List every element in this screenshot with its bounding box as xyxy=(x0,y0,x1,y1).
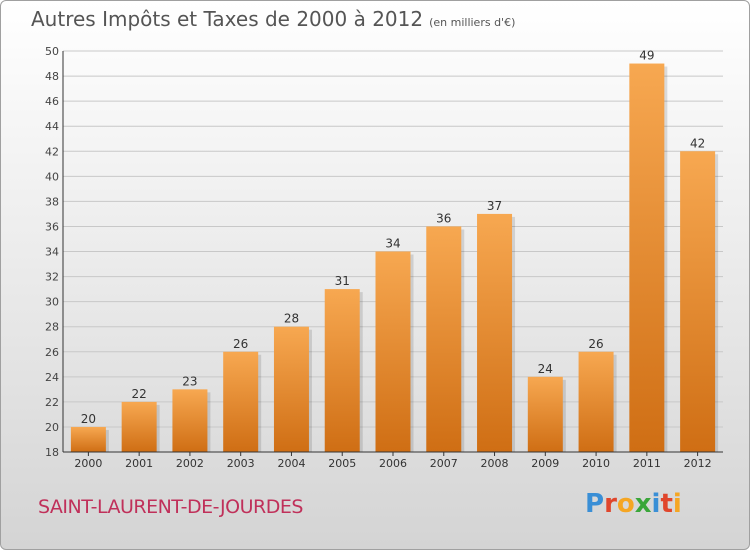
axes: 18 20 22 24 26 28 30 32 34 36 38 40 42 44 46 48 50 2000 20… xyxy=(45,45,723,470)
unit-note: (en milliers d'€) xyxy=(429,16,516,29)
bar xyxy=(527,376,563,452)
bar-value-label: 37 xyxy=(487,199,502,213)
bar xyxy=(273,326,309,452)
logo-letter: i xyxy=(672,489,682,519)
x-tick-label: 2002 xyxy=(176,457,204,470)
bar-value-label: 36 xyxy=(436,211,451,225)
logo-letter: t xyxy=(660,489,673,519)
bars: 20 22 23 26 28 31 34 36 37 24 26 49 42 xyxy=(70,49,719,452)
y-tick-label: 38 xyxy=(45,195,59,208)
bar-value-label: 34 xyxy=(385,237,400,251)
y-tick-label: 32 xyxy=(45,271,59,284)
bar-value-label: 26 xyxy=(233,337,248,351)
y-tick-label: 36 xyxy=(45,220,59,233)
bar-value-label: 20 xyxy=(81,412,96,426)
town-name: SAINT-LAURENT-DE-JOURDES xyxy=(38,496,303,518)
bar-value-label: 22 xyxy=(132,387,147,401)
y-tick-label: 24 xyxy=(45,371,59,384)
y-tick-label: 46 xyxy=(45,95,59,108)
bar xyxy=(172,389,208,452)
bar-value-label: 42 xyxy=(690,136,705,150)
bar-value-label: 31 xyxy=(335,274,350,288)
bar-value-label: 49 xyxy=(639,49,654,63)
bar xyxy=(578,351,614,452)
bar-value-label: 28 xyxy=(284,312,299,326)
bar-value-label: 24 xyxy=(538,362,553,376)
title-text: Autres Impôts et Taxes de 2000 à 2012 xyxy=(31,7,424,31)
x-tick-label: 2003 xyxy=(227,457,255,470)
bar xyxy=(629,63,665,452)
x-tick-label: 2004 xyxy=(277,457,305,470)
logo-letter: r xyxy=(604,489,617,519)
bar xyxy=(375,251,411,452)
bar-value-label: 23 xyxy=(182,374,197,388)
logo-letter: o xyxy=(616,489,635,519)
x-tick-label: 2008 xyxy=(481,457,509,470)
bar xyxy=(426,226,462,452)
logo-letter: P xyxy=(585,489,605,519)
y-tick-label: 42 xyxy=(45,145,59,158)
x-tick-label: 2006 xyxy=(379,457,407,470)
bar xyxy=(121,401,157,452)
y-tick-label: 50 xyxy=(45,45,59,58)
bar xyxy=(477,213,513,452)
x-tick-label: 2010 xyxy=(582,457,610,470)
x-tick-label: 2000 xyxy=(74,457,102,470)
y-tick-label: 22 xyxy=(45,396,59,409)
proxiti-logo: Proxiti xyxy=(585,489,682,519)
logo-letter: i xyxy=(651,489,661,519)
logo-letter: x xyxy=(634,489,652,519)
bar-value-label: 26 xyxy=(588,337,603,351)
x-tick-label: 2007 xyxy=(430,457,458,470)
y-tick-label: 34 xyxy=(45,246,59,259)
bar xyxy=(70,426,106,452)
y-tick-label: 30 xyxy=(45,296,59,309)
y-tick-label: 28 xyxy=(45,321,59,334)
y-tick-label: 44 xyxy=(45,120,59,133)
y-tick-label: 18 xyxy=(45,446,59,459)
bar xyxy=(324,289,360,452)
y-tick-label: 20 xyxy=(45,421,59,434)
x-tick-label: 2005 xyxy=(328,457,356,470)
bar xyxy=(223,351,259,452)
y-tick-label: 48 xyxy=(45,70,59,83)
x-tick-label: 2012 xyxy=(684,457,712,470)
y-tick-label: 26 xyxy=(45,346,59,359)
y-tick-label: 40 xyxy=(45,170,59,183)
chart-title: Autres Impôts et Taxes de 2000 à 2012 (en… xyxy=(31,7,515,31)
x-tick-label: 2009 xyxy=(531,457,559,470)
bar xyxy=(680,151,716,452)
x-tick-label: 2011 xyxy=(633,457,661,470)
x-tick-label: 2001 xyxy=(125,457,153,470)
